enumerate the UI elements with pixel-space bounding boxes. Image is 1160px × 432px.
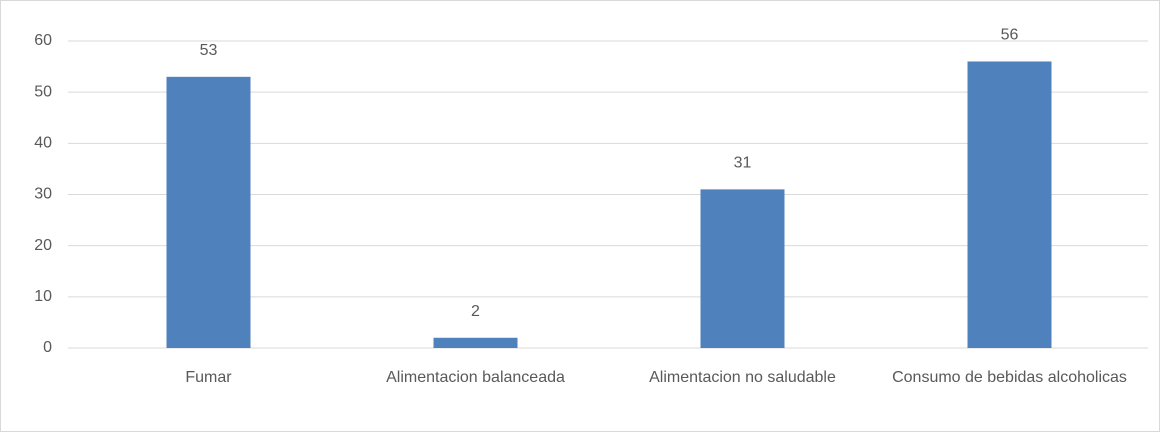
x-tick-label: Consumo de bebidas alcoholicas (892, 369, 1127, 386)
y-tick-label: 50 (34, 83, 52, 100)
x-tick-label: Alimentacion balanceada (386, 369, 565, 386)
y-tick-label: 40 (34, 135, 52, 152)
bar (700, 189, 785, 348)
data-label: 56 (1001, 27, 1019, 44)
y-tick-label: 0 (43, 339, 52, 356)
bar (967, 61, 1052, 348)
y-tick-label: 20 (34, 237, 52, 254)
x-tick-label: Fumar (185, 369, 232, 386)
y-tick-label: 60 (34, 32, 52, 49)
y-tick-label: 30 (34, 186, 52, 203)
data-label: 31 (734, 155, 752, 172)
x-tick-label: Alimentacion no saludable (649, 369, 836, 386)
y-tick-label: 10 (34, 288, 52, 305)
bar (166, 76, 251, 349)
data-label: 53 (200, 42, 218, 59)
bar (433, 337, 518, 348)
data-label: 2 (471, 303, 480, 320)
